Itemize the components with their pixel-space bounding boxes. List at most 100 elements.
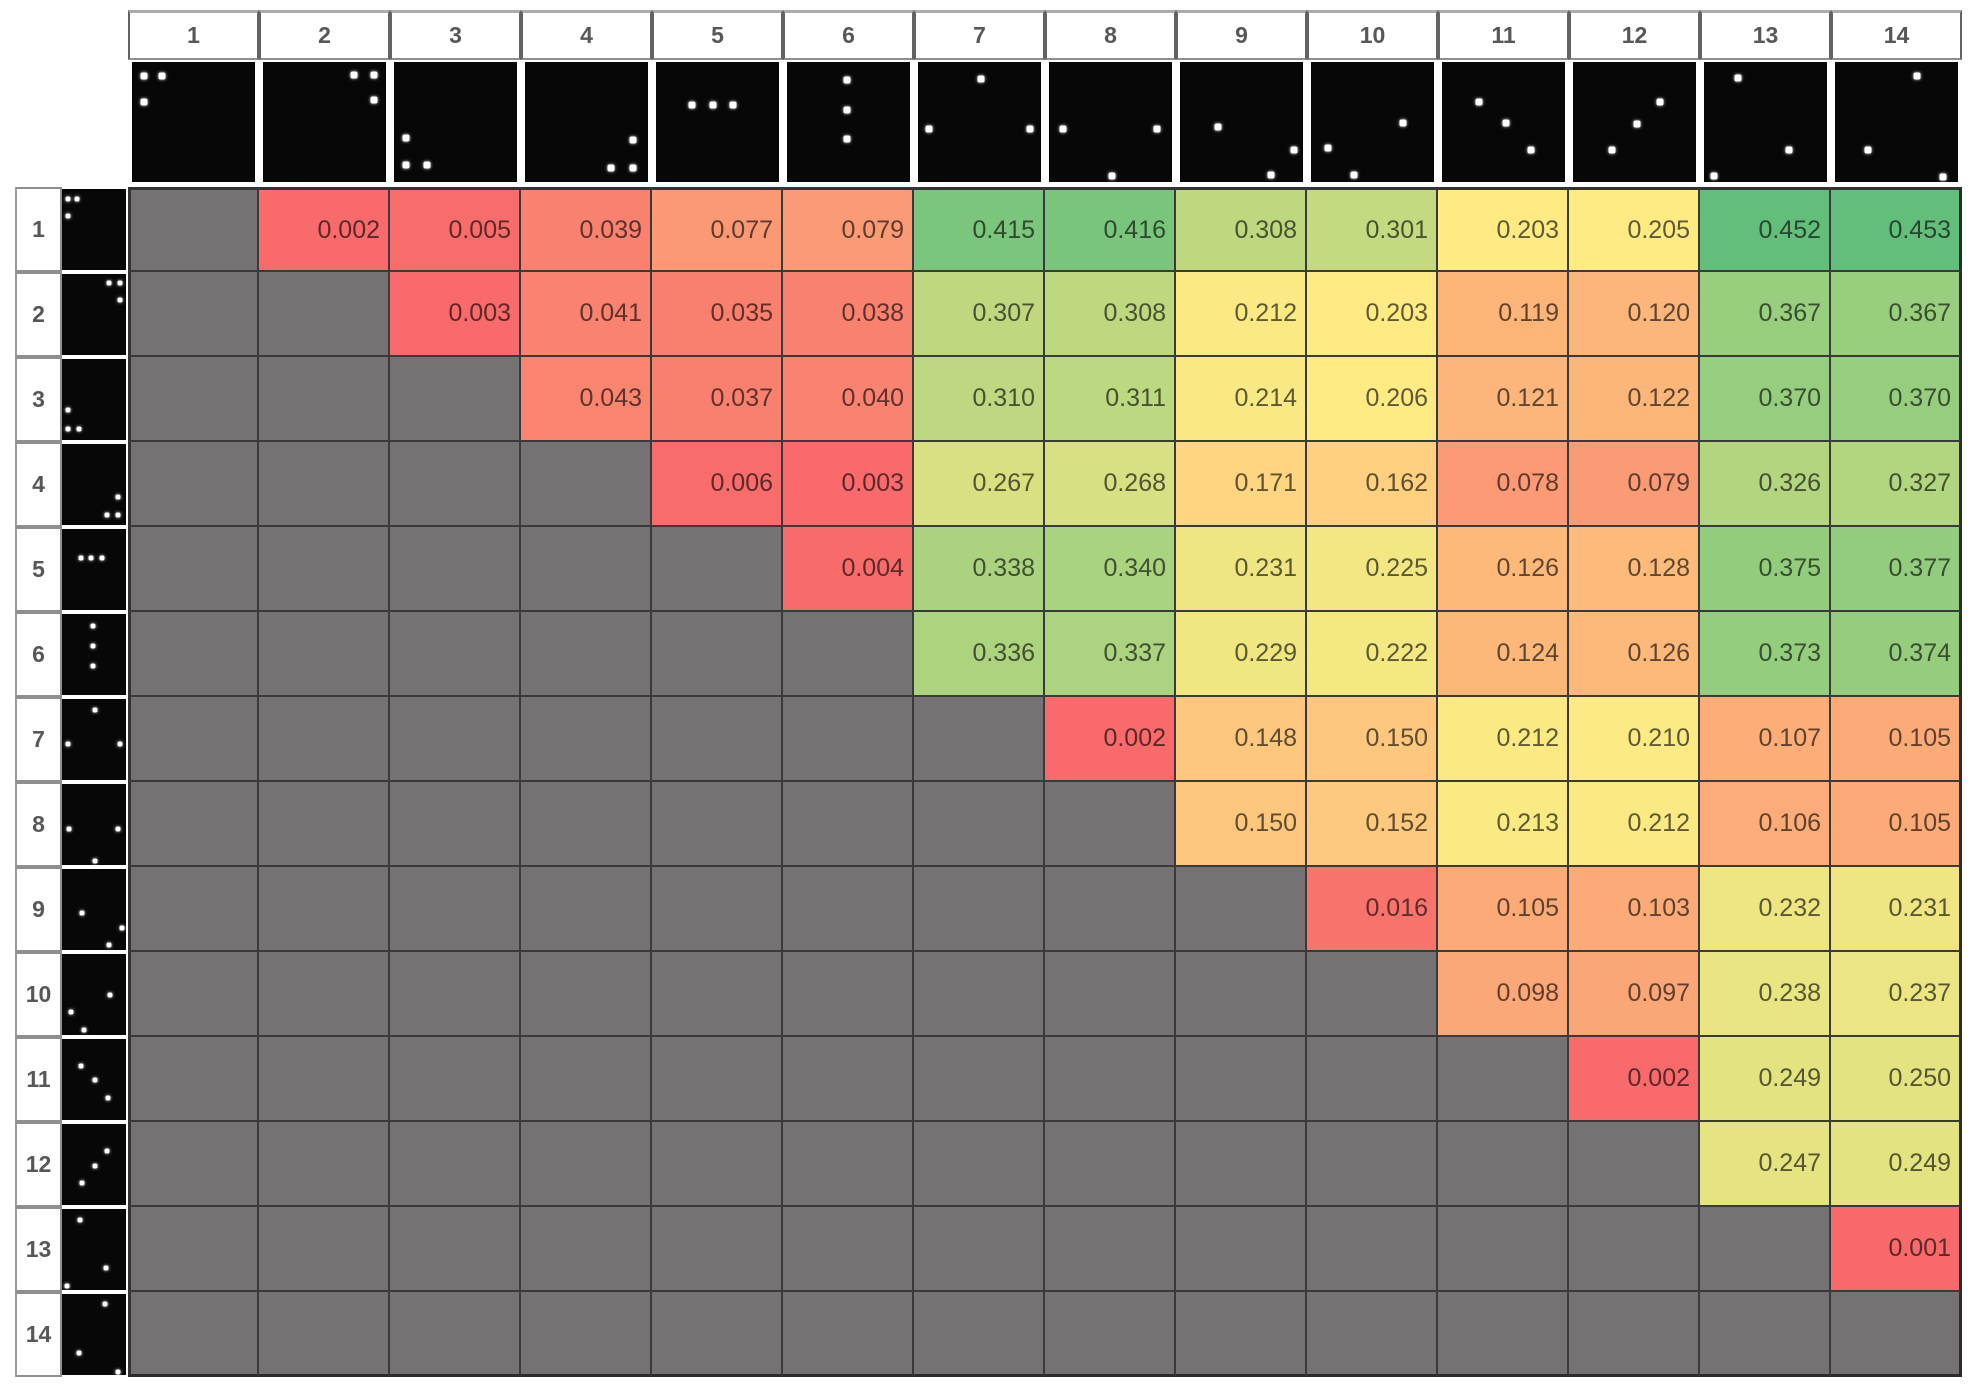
scatter-thumbnail-plot [1573, 62, 1696, 182]
col-header-thumbnail [1438, 60, 1569, 187]
matrix-cell: 0.416 [1045, 187, 1176, 272]
matrix-cell: 0.249 [1700, 1037, 1831, 1122]
scatter-point-dot [79, 910, 85, 916]
scatter-point-dot [402, 134, 410, 142]
row-header-thumbnail [62, 442, 128, 527]
matrix-cell-empty [521, 1207, 652, 1292]
scatter-point-dot [977, 75, 985, 83]
matrix-cell: 0.367 [1700, 272, 1831, 357]
matrix-cell: 0.043 [521, 357, 652, 442]
scatter-point-dot [106, 942, 112, 948]
col-header-label: 13 [1700, 10, 1831, 60]
matrix-cell-empty [521, 1122, 652, 1207]
matrix-cell-empty [521, 867, 652, 952]
matrix-cell: 0.222 [1307, 612, 1438, 697]
scatter-point-dot [76, 1350, 82, 1356]
matrix-cell: 0.124 [1438, 612, 1569, 697]
matrix-cell: 0.250 [1831, 1037, 1962, 1122]
matrix-cell: 0.203 [1307, 272, 1438, 357]
matrix-cell-empty [128, 867, 259, 952]
matrix-cell: 0.035 [652, 272, 783, 357]
scatter-point-dot [79, 1180, 85, 1186]
col-header-label: 1 [128, 10, 259, 60]
matrix-cell-empty [259, 272, 390, 357]
row-header-thumbnail [62, 527, 128, 612]
matrix-cell: 0.040 [783, 357, 914, 442]
matrix-cell-empty [1176, 1037, 1307, 1122]
scatter-point-dot [1153, 125, 1161, 133]
matrix-cell-empty [1176, 1207, 1307, 1292]
scatter-point-dot [65, 196, 71, 202]
matrix-cell: 0.006 [652, 442, 783, 527]
matrix-cell-empty [128, 697, 259, 782]
matrix-cell-empty [652, 1292, 783, 1377]
scatter-point-dot [117, 297, 123, 303]
row-header-thumbnail [62, 867, 128, 952]
matrix-cell-empty [128, 187, 259, 272]
matrix-cell-empty [390, 612, 521, 697]
matrix-cell-empty [390, 1292, 521, 1377]
matrix-cell-empty [390, 952, 521, 1037]
matrix-cell: 0.078 [1438, 442, 1569, 527]
row-header-label: 5 [15, 527, 62, 612]
matrix-cell: 0.373 [1700, 612, 1831, 697]
col-header-thumbnail [1700, 60, 1831, 187]
row-header-label: 13 [15, 1207, 62, 1292]
matrix-cell-empty [1569, 1207, 1700, 1292]
matrix-cell: 0.374 [1831, 612, 1962, 697]
scatter-point-dot [1214, 123, 1222, 131]
scatter-point-dot [1026, 125, 1034, 133]
matrix-cell: 0.148 [1176, 697, 1307, 782]
matrix-cell: 0.311 [1045, 357, 1176, 442]
scatter-point-dot [68, 1009, 74, 1015]
scatter-point-dot [104, 512, 110, 518]
matrix-cell: 0.225 [1307, 527, 1438, 612]
matrix-cell: 0.229 [1176, 612, 1307, 697]
matrix-cell-empty [1569, 1292, 1700, 1377]
row-header-thumbnail [62, 272, 128, 357]
matrix-cell-empty [259, 1292, 390, 1377]
scatter-thumbnail-plot [62, 954, 126, 1035]
col-header-label: 2 [259, 10, 390, 60]
scatter-point-dot [66, 826, 72, 832]
scatter-point-dot [115, 1369, 121, 1375]
matrix-cell-empty [914, 1122, 1045, 1207]
scatter-thumbnail-plot [62, 274, 126, 355]
matrix-cell-empty [1438, 1122, 1569, 1207]
corner-spacer [15, 10, 128, 187]
scatter-point-dot [1267, 171, 1275, 179]
col-header-thumbnail [1831, 60, 1962, 187]
scatter-point-dot [77, 1217, 83, 1223]
scatter-point-dot [1785, 146, 1793, 154]
row-header-label: 12 [15, 1122, 62, 1207]
scatter-point-dot [140, 98, 148, 106]
matrix-cell-empty [128, 1207, 259, 1292]
scatter-point-dot [1864, 146, 1872, 154]
matrix-cell-empty [652, 527, 783, 612]
matrix-cell: 0.152 [1307, 782, 1438, 867]
matrix-cell-empty [652, 952, 783, 1037]
row-header-thumbnail [62, 1207, 128, 1292]
row-header-thumbnail [62, 187, 128, 272]
matrix-cell-empty [390, 867, 521, 952]
matrix-cell-empty [1438, 1037, 1569, 1122]
matrix-cell: 0.003 [390, 272, 521, 357]
matrix-cell-empty [783, 952, 914, 1037]
scatter-point-dot [1656, 98, 1664, 106]
matrix-cell-empty [128, 357, 259, 442]
matrix-cell-empty [521, 442, 652, 527]
col-header-label: 6 [783, 10, 914, 60]
scatter-point-dot [117, 280, 123, 286]
matrix-cell: 0.367 [1831, 272, 1962, 357]
matrix-cell-empty [521, 782, 652, 867]
scatter-thumbnail-plot [62, 359, 126, 440]
scatter-point-dot [843, 106, 851, 114]
row-header-thumbnail [62, 782, 128, 867]
matrix-cell: 0.002 [1045, 697, 1176, 782]
scatter-point-dot [729, 101, 737, 109]
matrix-cell: 0.126 [1569, 612, 1700, 697]
matrix-cell-empty [1831, 1292, 1962, 1377]
matrix-cell-empty [259, 1207, 390, 1292]
scatter-point-dot [103, 1265, 109, 1271]
scatter-point-dot [1059, 125, 1067, 133]
